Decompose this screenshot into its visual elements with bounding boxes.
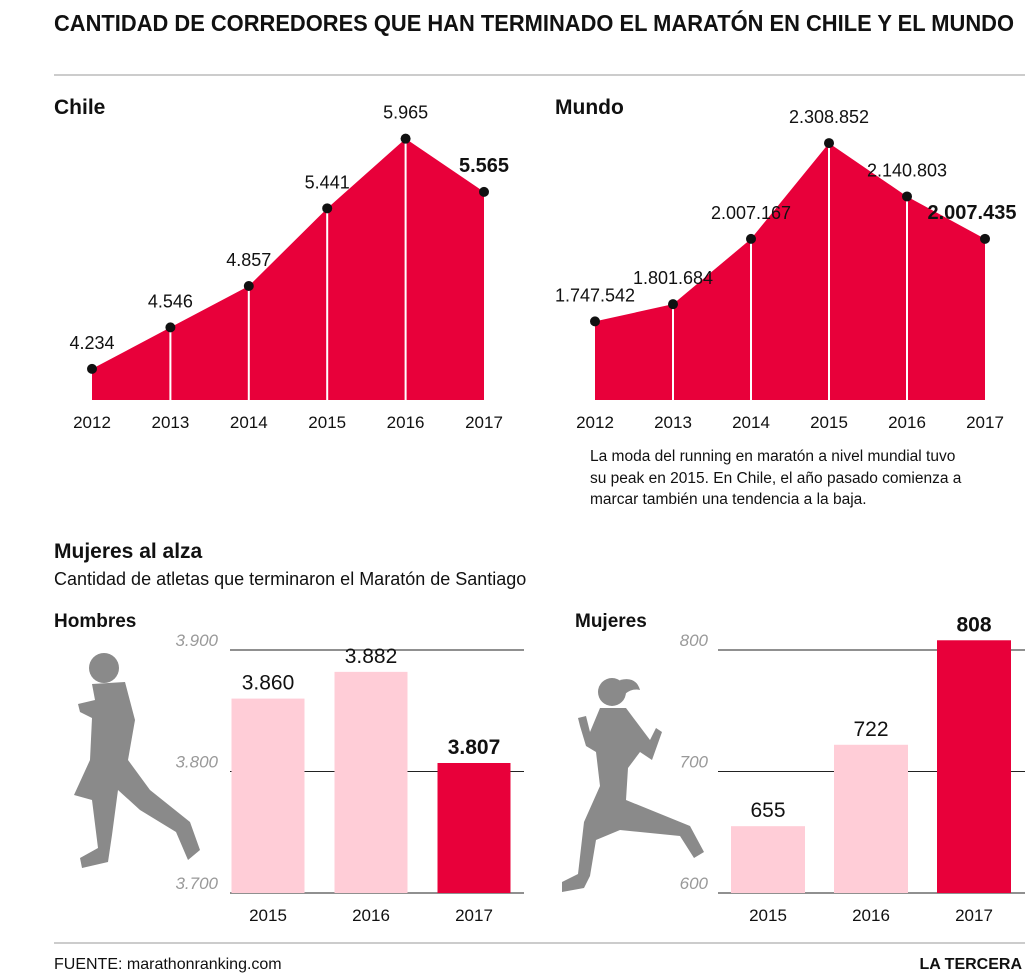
value-label: 3.807 [448,736,501,759]
bar [937,640,1011,893]
x-tick-label: 2013 [151,413,189,432]
point [87,363,97,374]
note-line: La moda del running en maratón a nivel m… [590,448,955,465]
point [400,133,411,144]
area [595,143,985,400]
chart-title: Hombres [54,611,136,632]
chart-title: Mujeres [575,611,647,632]
value-label: 2.007.435 [928,202,1017,224]
value-label: 722 [853,718,888,741]
male-runner [74,653,200,868]
value-label: 2.140.803 [867,160,947,180]
value-label: 4.234 [69,333,114,353]
point [746,233,756,244]
brand: LA TERCERA [919,956,1022,973]
note-line: su peak en 2015. En Chile, el año pasado… [590,470,962,487]
x-tick-label: 2016 [352,906,390,925]
x-tick-label: 2014 [732,413,770,432]
x-tick-label: 2012 [73,413,111,432]
chart-title: Mundo [555,96,624,119]
x-tick-label: 2012 [576,413,614,432]
value-label: 5.565 [459,155,509,177]
x-tick-label: 2017 [966,413,1004,432]
value-label: 1.801.684 [633,268,713,288]
value-label: 4.857 [226,250,271,270]
value-label: 655 [750,799,785,822]
point [243,281,254,292]
x-tick-label: 2016 [888,413,926,432]
x-tick-label: 2013 [654,413,692,432]
x-tick-label: 2017 [955,906,993,925]
point [322,203,333,214]
bar [731,826,805,893]
area [92,138,484,400]
point [165,322,176,333]
value-label: 2.007.167 [711,203,791,223]
x-tick-label: 2016 [852,906,890,925]
section-title: Mujeres al alza [54,540,203,563]
main-title: CANTIDAD DE CORREDORES QUE HAN TERMINADO… [54,9,1014,36]
note-line: marcar también una tendencia a la baja. [590,491,867,508]
y-tick-label: 600 [680,874,709,893]
x-tick-label: 2015 [308,413,346,432]
value-label: 808 [956,613,991,636]
x-tick-label: 2014 [230,413,268,432]
value-label: 1.747.542 [555,285,635,305]
bar [334,671,408,893]
point [824,138,834,149]
value-label: 5.441 [305,172,350,192]
y-tick-label: 3.700 [175,874,218,893]
point [668,299,678,310]
female-runner [562,678,704,892]
y-tick-label: 3.800 [175,753,218,772]
y-tick-label: 800 [680,631,709,650]
value-label: 3.882 [345,645,398,668]
value-label: 5.965 [383,103,428,123]
y-tick-label: 3.900 [175,631,218,650]
source: FUENTE: marathonranking.com [54,956,282,973]
bar [231,698,305,893]
x-tick-label: 2017 [465,413,503,432]
point [902,191,912,202]
y-tick-label: 700 [680,753,709,772]
x-tick-label: 2015 [249,906,287,925]
bar [437,762,511,893]
bar [834,744,908,893]
section-subtitle: Cantidad de atletas que terminaron el Ma… [54,569,526,589]
value-label: 4.546 [148,291,193,311]
x-tick-label: 2017 [455,906,493,925]
x-tick-label: 2016 [387,413,425,432]
value-label: 2.308.852 [789,107,869,127]
x-tick-label: 2015 [810,413,848,432]
point [980,233,990,244]
chart-title: Chile [54,96,105,119]
point [479,186,489,197]
value-label: 3.860 [242,672,295,695]
point [590,316,600,327]
x-tick-label: 2015 [749,906,787,925]
